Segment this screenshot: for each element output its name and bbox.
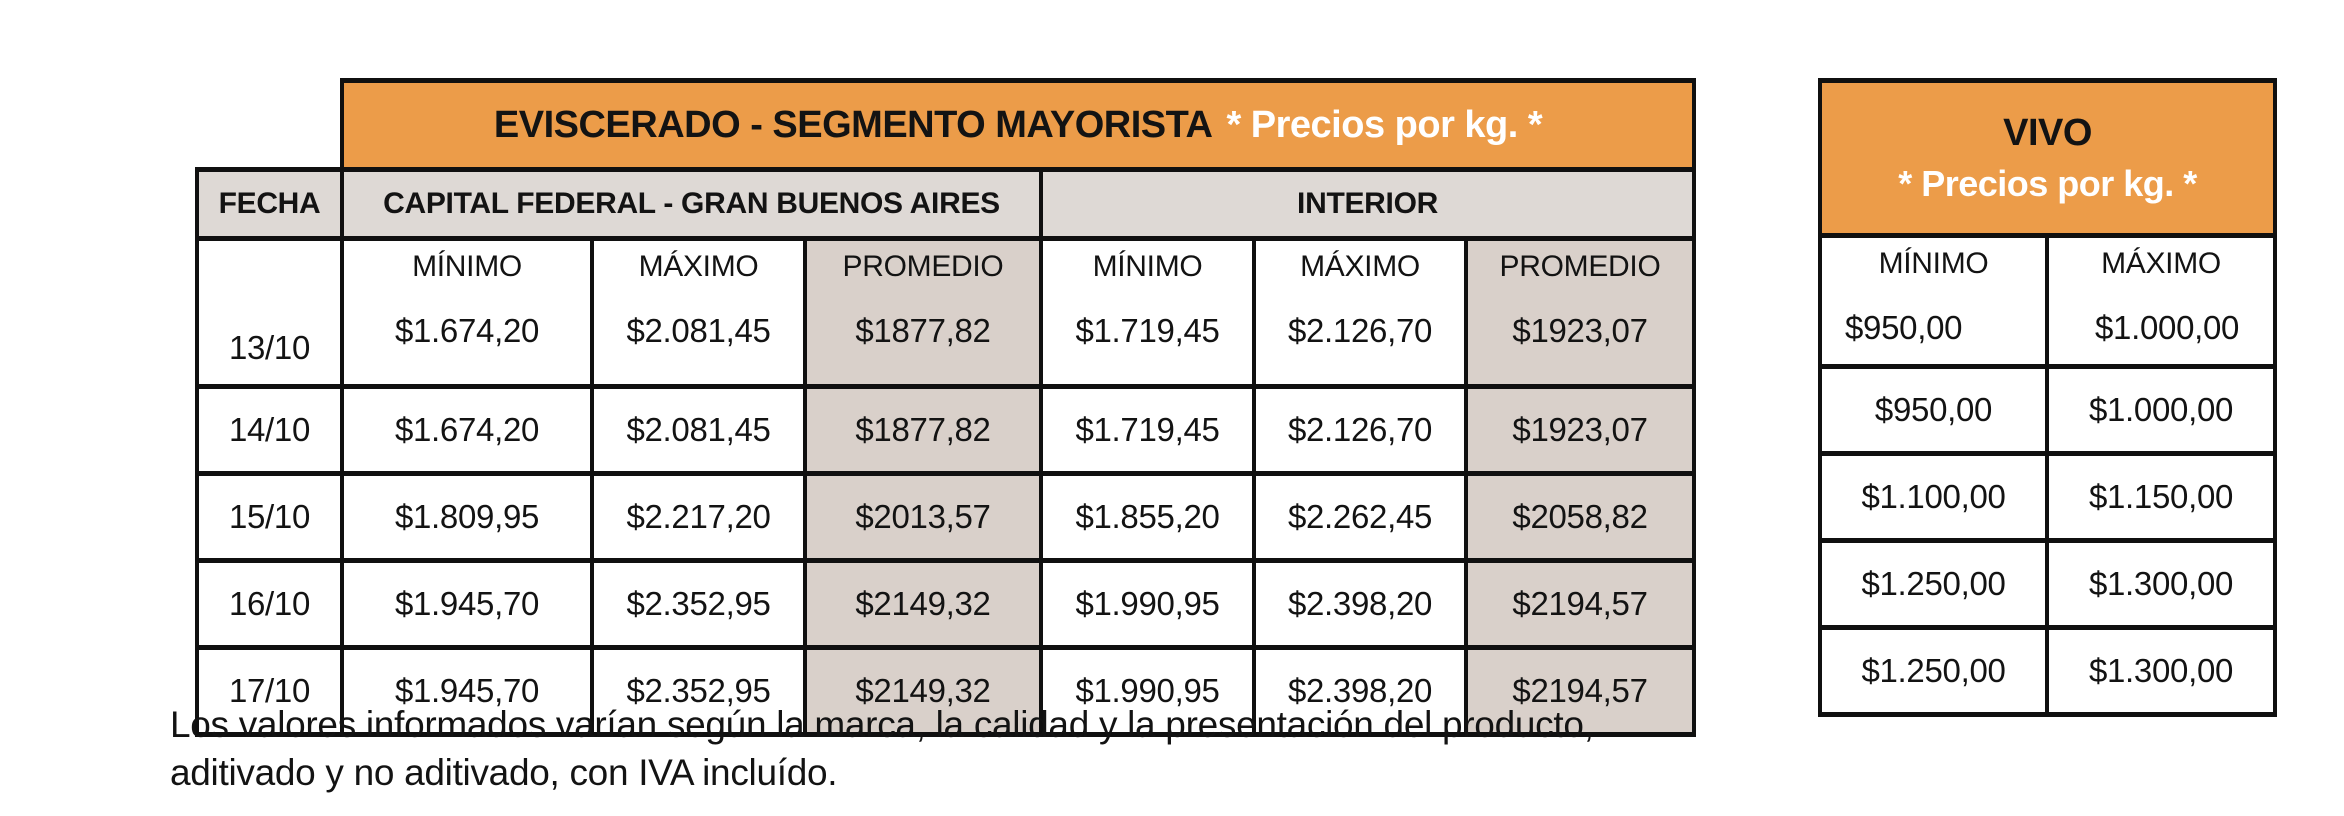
- region-header-row: FECHA CAPITAL FEDERAL - GRAN BUENOS AIRE…: [195, 167, 1697, 241]
- subheader-minimo: MÍNIMO: [1878, 247, 1989, 280]
- subheader-minimo: MÍNIMO: [1092, 250, 1203, 283]
- capital-header: CAPITAL FEDERAL - GRAN BUENOS AIRES: [340, 167, 1043, 241]
- value: $2.126,70: [1252, 384, 1468, 476]
- value: $1923,07: [1512, 312, 1648, 349]
- value: $2058,82: [1463, 471, 1697, 563]
- value: $2194,57: [1463, 558, 1697, 650]
- subheader-maximo: MÁXIMO: [2101, 247, 2221, 280]
- subheader-promedio: PROMEDIO: [842, 250, 1004, 283]
- subheader-promedio: PROMEDIO: [1499, 250, 1661, 283]
- value: $1877,82: [803, 384, 1043, 476]
- value: $950,00: [1818, 364, 2049, 456]
- eviscerado-banner: EVISCERADO - SEGMENTO MAYORISTA * Precios…: [339, 78, 1697, 172]
- value: $1.990,95: [1039, 645, 1256, 737]
- vivo-banner: VIVO * Precios por kg. *: [1817, 78, 2278, 238]
- banner-notch: [197, 80, 342, 170]
- value: $950,00: [1845, 309, 1963, 346]
- value: $2013,57: [803, 471, 1043, 563]
- value: $1.000,00: [2044, 364, 2278, 456]
- value: $1.300,00: [2044, 625, 2278, 717]
- table-row-first: MÍNIMO $950,00 MÁXIMO $1.000,00: [1818, 233, 2278, 369]
- vivo-table: VIVO * Precios por kg. * MÍNIMO $950,00 …: [1817, 78, 2278, 717]
- subheader-minimo: MÍNIMO: [412, 250, 522, 283]
- vivo-banner-subtitle: * Precios por kg. *: [1898, 162, 2197, 204]
- capital-promedio-cell: PROMEDIO $1877,82: [803, 236, 1043, 389]
- value: $2149,32: [803, 645, 1043, 737]
- eviscerado-table: EVISCERADO - SEGMENTO MAYORISTA * Precios…: [195, 78, 1697, 737]
- value: $1.809,95: [340, 471, 594, 563]
- interior-header: INTERIOR: [1038, 167, 1697, 241]
- value: $1.990,95: [1039, 558, 1256, 650]
- date-cell: 14/10: [195, 384, 344, 476]
- value: $2.352,95: [590, 558, 807, 650]
- banner-row: VIVO * Precios por kg. *: [1817, 78, 2278, 238]
- subheader-maximo: MÁXIMO: [638, 250, 759, 283]
- value: $1.250,00: [1818, 538, 2049, 630]
- table-row: $950,00 $1.000,00: [1818, 364, 2278, 456]
- value: $1.100,00: [1818, 451, 2049, 543]
- value: $1.674,20: [394, 312, 540, 349]
- value: $1.000,00: [2095, 309, 2240, 346]
- footnote: Los valores informados varían según la m…: [170, 701, 1594, 797]
- table-row: $1.100,00 $1.150,00: [1818, 451, 2278, 543]
- value: $1.719,45: [1039, 384, 1256, 476]
- fecha-header: FECHA: [195, 167, 344, 241]
- value: $2194,57: [1463, 645, 1697, 737]
- interior-minimo-cell: MÍNIMO $1.719,45: [1039, 236, 1256, 389]
- value: $1.719,45: [1075, 312, 1220, 349]
- eviscerado-banner-subtitle: * Precios por kg. *: [1226, 103, 1543, 146]
- capital-minimo-cell: MÍNIMO $1.674,20: [340, 236, 594, 389]
- value: $1.300,00: [2044, 538, 2278, 630]
- banner-row: EVISCERADO - SEGMENTO MAYORISTA * Precios…: [197, 78, 1697, 172]
- value: $2.398,20: [1252, 645, 1468, 737]
- date-cell: 13/10: [195, 236, 344, 389]
- value: $1.250,00: [1818, 625, 2049, 717]
- eviscerado-banner-title: EVISCERADO - SEGMENTO MAYORISTA: [493, 103, 1213, 146]
- table-row: $1.250,00 $1.300,00: [1818, 538, 2278, 630]
- vivo-banner-title: VIVO: [2003, 111, 2092, 154]
- value: $2.352,95: [590, 645, 807, 737]
- subheader-maximo: MÁXIMO: [1300, 250, 1420, 283]
- value: $1.945,70: [340, 645, 594, 737]
- vivo-minimo-cell: MÍNIMO $950,00: [1818, 233, 2049, 369]
- value: $1.674,20: [340, 384, 594, 476]
- value: $1923,07: [1463, 384, 1697, 476]
- value: $2.081,45: [590, 384, 807, 476]
- interior-promedio-cell: PROMEDIO $1923,07: [1463, 236, 1697, 389]
- value: $1.855,20: [1039, 471, 1256, 563]
- interior-maximo-cell: MÁXIMO $2.126,70: [1252, 236, 1468, 389]
- vivo-maximo-cell: MÁXIMO $1.000,00: [2044, 233, 2278, 369]
- footnote-line-1: Los valores informados varían según la m…: [170, 704, 1594, 745]
- table-row-first: 13/10 MÍNIMO $1.674,20 MÁXIMO $2.081,45 …: [195, 236, 1697, 389]
- capital-maximo-cell: MÁXIMO $2.081,45: [590, 236, 807, 389]
- date-cell: 16/10: [195, 558, 344, 650]
- value: $2149,32: [803, 558, 1043, 650]
- table-row: $1.250,00 $1.300,00: [1818, 625, 2278, 717]
- value: $2.081,45: [626, 312, 771, 349]
- table-row: 16/10 $1.945,70 $2.352,95 $2149,32 $1.99…: [195, 558, 1697, 650]
- table-row: 17/10 $1.945,70 $2.352,95 $2149,32 $1.99…: [195, 645, 1697, 737]
- value: $2.398,20: [1252, 558, 1468, 650]
- value: $1.945,70: [340, 558, 594, 650]
- value: $2.126,70: [1287, 312, 1433, 349]
- table-row: 15/10 $1.809,95 $2.217,20 $2013,57 $1.85…: [195, 471, 1697, 563]
- footnote-line-2: aditivado y no aditivado, con IVA incluí…: [170, 752, 838, 793]
- date-cell: 15/10: [195, 471, 344, 563]
- value: $1.150,00: [2044, 451, 2278, 543]
- table-row: 14/10 $1.674,20 $2.081,45 $1877,82 $1.71…: [195, 384, 1697, 476]
- value: $2.262,45: [1252, 471, 1468, 563]
- date-cell: 17/10: [195, 645, 344, 737]
- value: $2.217,20: [590, 471, 807, 563]
- value: $1877,82: [855, 312, 991, 349]
